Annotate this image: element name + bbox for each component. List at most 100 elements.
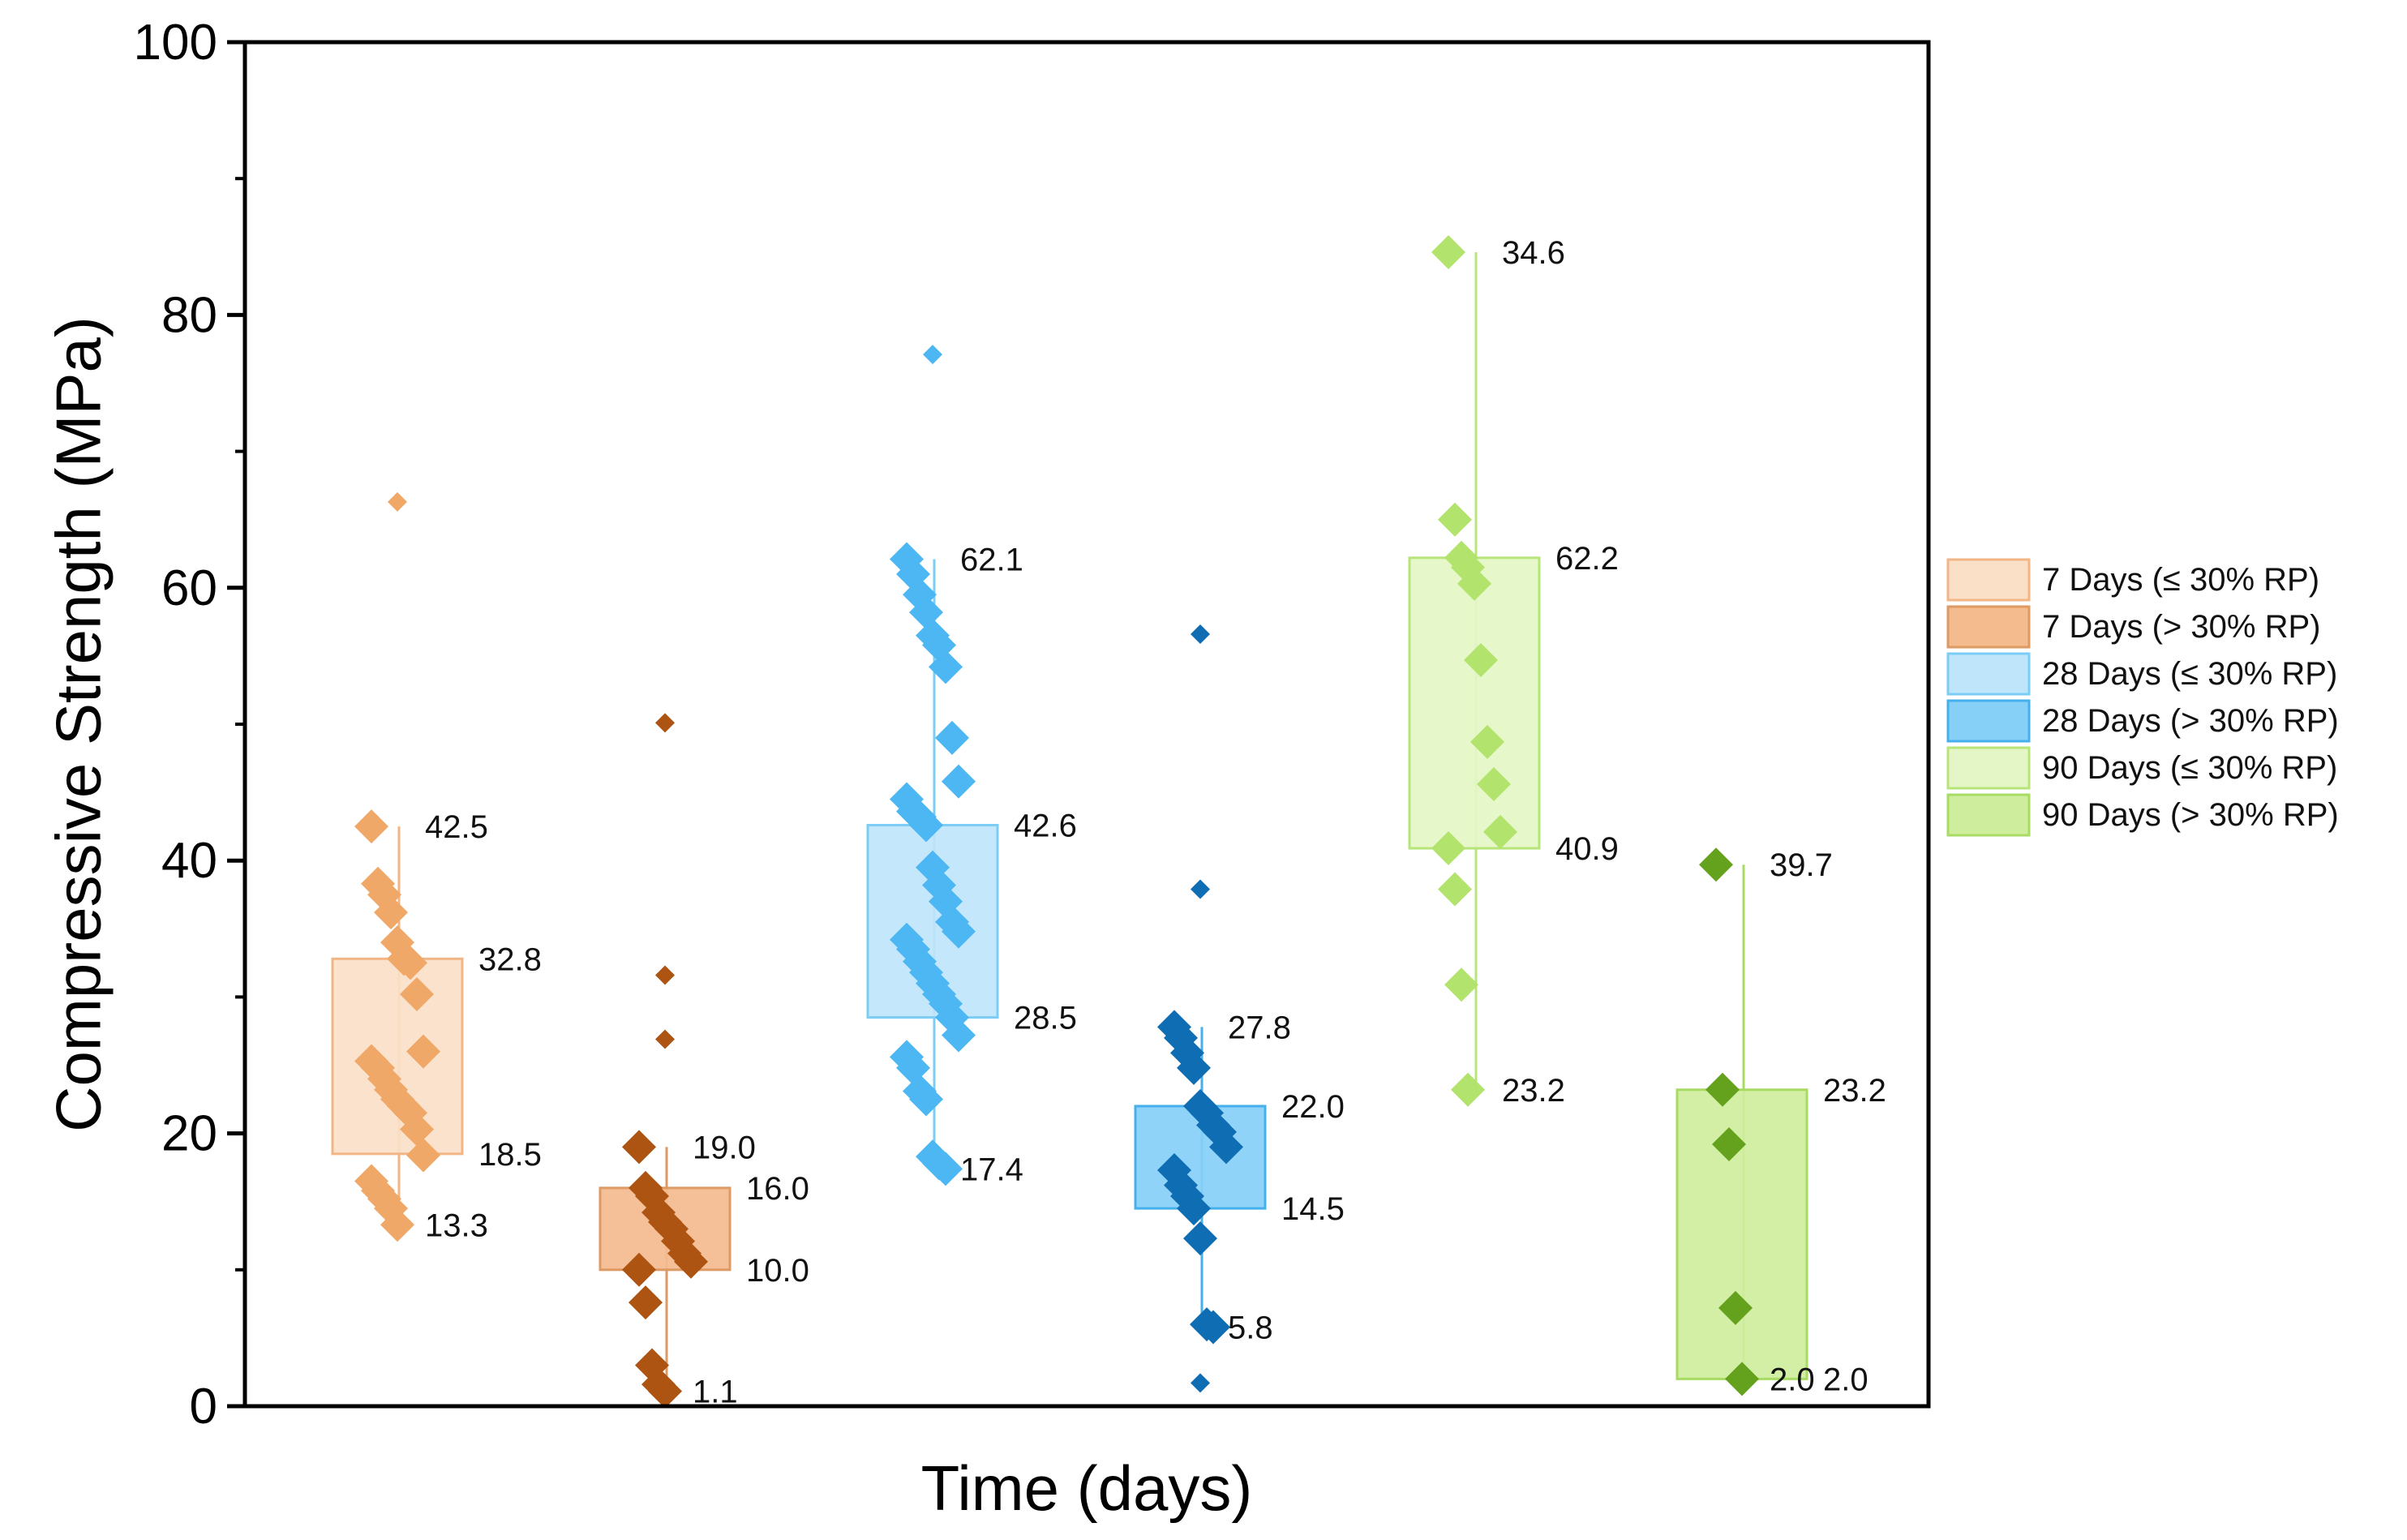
legend-swatch xyxy=(1946,652,2031,696)
label-q3: 16.0 xyxy=(746,1171,809,1207)
label-q3: 62.2 xyxy=(1555,541,1619,577)
x-axis-title: Time (days) xyxy=(921,1452,1253,1524)
label-q3: 32.8 xyxy=(478,942,542,977)
label-upper-whisker: 27.8 xyxy=(1228,1010,1291,1045)
plot-area: 42.5 13.3 32.8 18.5 19.0 1.1 16.0 10.0 62.1 17.4 4… xyxy=(331,235,1886,1409)
data-point xyxy=(1712,1127,1746,1162)
legend-swatch xyxy=(1946,605,2031,649)
outlier-point xyxy=(388,491,407,512)
data-point xyxy=(935,720,969,755)
label-q1: 2.0 xyxy=(1823,1362,1869,1397)
data-point xyxy=(929,1152,963,1186)
data-point xyxy=(1438,872,1472,907)
data-point xyxy=(909,808,943,843)
data-point xyxy=(406,1138,440,1173)
data-point xyxy=(1725,1362,1759,1396)
y-tick-label: 80 xyxy=(161,287,217,343)
data-point xyxy=(1718,1290,1753,1325)
data-point xyxy=(400,977,434,1012)
label-upper-whisker: 39.7 xyxy=(1770,847,1833,883)
outlier-point xyxy=(923,345,942,365)
data-point xyxy=(354,809,388,844)
label-upper-whisker: 19.0 xyxy=(693,1130,756,1165)
data-point xyxy=(648,1374,682,1409)
data-point xyxy=(1464,642,1498,677)
data-point xyxy=(1483,814,1517,849)
legend-label: 7 Days (> 30% RP) xyxy=(2042,609,2320,645)
legend-swatch xyxy=(1946,746,2031,790)
label-lower-whisker: 2.0 xyxy=(1770,1362,1815,1397)
y-tick-label: 100 xyxy=(134,15,217,71)
data-point xyxy=(1477,767,1511,802)
data-point xyxy=(1209,1130,1243,1165)
data-point xyxy=(406,1034,440,1069)
outlier-point xyxy=(1191,879,1210,899)
y-tick-label: 40 xyxy=(161,833,217,889)
legend-label: 90 Days (≤ 30% RP) xyxy=(2042,750,2337,786)
label-lower-whisker: 23.2 xyxy=(1502,1073,1565,1109)
label-q3: 23.2 xyxy=(1823,1073,1886,1109)
y-tick-label: 20 xyxy=(161,1106,217,1162)
label-lower-whisker: 17.4 xyxy=(960,1152,1023,1187)
data-point xyxy=(942,1018,976,1053)
data-point xyxy=(942,764,976,799)
box-iqr xyxy=(1408,556,1541,850)
outlier-point xyxy=(655,713,675,733)
label-q1: 40.9 xyxy=(1555,831,1619,867)
label-lower-whisker: 5.8 xyxy=(1228,1310,1273,1345)
label-lower-whisker: 13.3 xyxy=(425,1208,488,1243)
label-q3: 42.6 xyxy=(1014,808,1077,843)
data-point xyxy=(1183,1221,1217,1256)
data-point xyxy=(380,1208,414,1242)
label-q3: 22.0 xyxy=(1281,1089,1345,1125)
outlier-point xyxy=(1191,624,1210,644)
data-point xyxy=(674,1244,708,1279)
legend: 7 Days (≤ 30% RP) 7 Days (> 30% RP) 28 Day… xyxy=(1946,558,2339,837)
data-point xyxy=(1705,1072,1740,1107)
label-q1: 28.5 xyxy=(1014,1001,1077,1036)
legend-label: 28 Days (≤ 30% RP) xyxy=(2042,656,2337,692)
data-point xyxy=(1470,724,1504,759)
data-point xyxy=(1431,235,1465,270)
legend-swatch xyxy=(1946,558,2031,602)
box-iqr xyxy=(331,957,464,1156)
legend-label: 90 Days (> 30% RP) xyxy=(2042,797,2339,833)
y-tick-label: 0 xyxy=(190,1379,217,1435)
data-point xyxy=(1444,967,1478,1002)
data-point xyxy=(629,1285,663,1320)
legend-swatch xyxy=(1946,793,2031,837)
label-q1: 18.5 xyxy=(478,1137,542,1173)
data-point xyxy=(1451,1072,1485,1107)
data-point xyxy=(1699,847,1733,882)
label-upper-whisker: 34.6 xyxy=(1502,235,1565,271)
label-q1: 10.0 xyxy=(746,1253,809,1289)
data-point xyxy=(1438,502,1472,537)
data-point xyxy=(1177,1191,1211,1226)
y-axis-title: Compressive Strength (MPa) xyxy=(42,316,114,1132)
data-point xyxy=(1457,566,1491,601)
outlier-point xyxy=(1191,1373,1210,1393)
label-upper-whisker: 42.5 xyxy=(425,809,488,845)
box-iqr xyxy=(1675,1088,1808,1380)
legend-swatch xyxy=(1946,699,2031,743)
data-point xyxy=(942,914,976,949)
legend-label: 28 Days (> 30% RP) xyxy=(2042,703,2339,739)
y-axis: 0 20 40 60 80 100 xyxy=(134,15,245,1435)
data-point xyxy=(622,1252,656,1287)
data-point xyxy=(622,1130,656,1165)
outlier-point xyxy=(655,1029,675,1049)
label-lower-whisker: 1.1 xyxy=(693,1374,738,1409)
label-q1: 14.5 xyxy=(1281,1191,1345,1227)
data-point xyxy=(1196,1310,1230,1345)
data-point xyxy=(400,1112,434,1147)
legend-label: 7 Days (≤ 30% RP) xyxy=(2042,562,2319,598)
outlier-point xyxy=(655,965,675,985)
data-point xyxy=(1431,831,1465,866)
data-point xyxy=(1177,1050,1211,1085)
data-point xyxy=(393,946,427,980)
data-point xyxy=(374,895,408,930)
data-point xyxy=(909,1082,943,1117)
label-upper-whisker: 62.1 xyxy=(960,542,1023,577)
data-point xyxy=(929,650,963,684)
